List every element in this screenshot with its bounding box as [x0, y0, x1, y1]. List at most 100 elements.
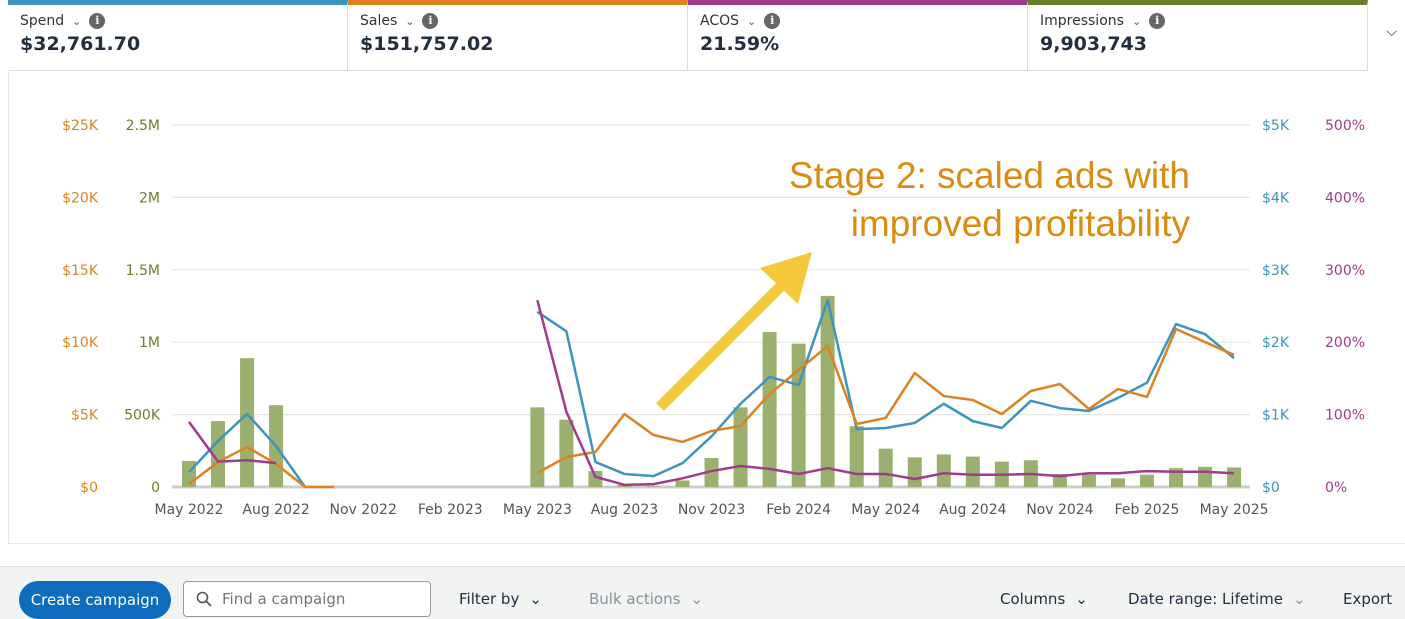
impressions-bar: [559, 419, 574, 487]
spend-line: [188, 298, 1235, 488]
info-icon[interactable]: i: [1149, 13, 1166, 29]
x-axis-tick: May 2023: [503, 502, 572, 518]
bulk-actions-dropdown[interactable]: Bulk actions ⌄: [589, 590, 703, 608]
x-axis-tick: Nov 2022: [329, 502, 396, 518]
x-axis-tick: Aug 2023: [591, 502, 658, 518]
metric-card-impressions[interactable]: Impressions ⌄ i 9,903,743: [1028, 0, 1368, 70]
chart-area: [8, 70, 1405, 544]
filter-by-label: Filter by: [459, 590, 520, 608]
annotation-arrow-head: [760, 252, 812, 304]
metric-cards: Spend ⌄ i $32,761.70 Sales ⌄ i $151,757.02 A…: [8, 0, 1368, 71]
impressions-axis-tick: 1.5M: [126, 263, 160, 279]
search-icon: [196, 591, 212, 607]
acos-axis-tick: 100%: [1325, 408, 1365, 424]
sales-axis-tick: $25K: [62, 118, 99, 134]
impressions-axis-tick: 2M: [139, 190, 160, 206]
sales-axis-tick: $5K: [71, 408, 99, 424]
annotation-line-2: improved profitability: [851, 203, 1191, 244]
search-input[interactable]: [220, 589, 424, 609]
impressions-bar: [878, 448, 893, 487]
x-axis-tick: Nov 2024: [1026, 502, 1093, 518]
acos-axis-tick: 300%: [1325, 263, 1365, 279]
metric-value: $32,761.70: [20, 33, 141, 55]
info-icon[interactable]: i: [422, 13, 439, 29]
spend-axis-tick: $4K: [1262, 190, 1290, 206]
x-axis-tick: Feb 2023: [418, 502, 483, 518]
impressions-bar: [1110, 478, 1125, 487]
metric-card-spend[interactable]: Spend ⌄ i $32,761.70: [8, 0, 348, 70]
impressions-bar: [791, 343, 806, 487]
impressions-bar: [240, 358, 255, 487]
chevron-down-icon: ⌄: [1075, 590, 1088, 608]
columns-dropdown[interactable]: Columns ⌄: [1000, 590, 1088, 608]
sales-line: [188, 327, 1235, 489]
annotation-arrow-shaft: [656, 278, 789, 411]
create-campaign-button[interactable]: Create campaign: [19, 581, 171, 619]
impressions-bar: [675, 480, 690, 487]
performance-chart: $0 0 $0 0% $5K 500K $1K 100% $10K 1M $2K 200% $15K 1.…: [62, 118, 1365, 518]
impressions-bar: [820, 295, 835, 487]
filter-by-dropdown[interactable]: Filter by ⌄: [459, 590, 542, 608]
chevron-down-icon: ⌄: [529, 590, 542, 608]
info-icon[interactable]: i: [764, 13, 781, 29]
sales-axis-tick: $15K: [62, 263, 99, 279]
acos-axis-tick: 200%: [1325, 335, 1365, 351]
date-range-label: Date range: Lifetime: [1128, 590, 1283, 608]
impressions-bar: [907, 457, 922, 487]
metric-value: $151,757.02: [360, 33, 494, 55]
metric-value: 9,903,743: [1040, 33, 1147, 55]
impressions-bar: [762, 332, 777, 487]
export-button[interactable]: Export: [1343, 590, 1392, 608]
x-axis-tick: Feb 2025: [1115, 502, 1180, 518]
impressions-bar: [704, 458, 719, 487]
impressions-bar: [936, 454, 951, 487]
metric-card-acos[interactable]: ACOS ⌄ i 21.59%: [688, 0, 1028, 70]
impressions-bar: [1198, 466, 1213, 487]
spend-axis-tick: $5K: [1262, 118, 1290, 134]
x-axis-tick: May 2025: [1200, 502, 1269, 518]
x-axis-tick: Aug 2024: [939, 502, 1007, 518]
sales-axis-tick: $0: [80, 480, 98, 496]
impressions-axis-tick: 0: [151, 480, 160, 496]
metric-label: ACOS: [700, 13, 740, 29]
impressions-axis-tick: 2.5M: [126, 118, 160, 134]
sales-axis-tick: $10K: [62, 335, 99, 351]
chevron-down-icon[interactable]: ⌄: [1131, 14, 1142, 28]
acos-axis-tick: 400%: [1325, 190, 1365, 206]
impressions-bar: [1227, 467, 1242, 487]
x-axis-tick: Feb 2024: [766, 502, 831, 518]
impressions-axis-tick: 1M: [139, 335, 160, 351]
x-axis-tick: Aug 2022: [242, 502, 309, 518]
metric-label: Impressions: [1040, 13, 1124, 29]
chevron-down-icon: ⌄: [1292, 590, 1306, 608]
sales-axis-tick: $20K: [62, 190, 99, 206]
x-axis-tick: May 2024: [851, 502, 920, 518]
impressions-bar: [1052, 473, 1067, 487]
chevron-down-icon[interactable]: ⌄: [72, 14, 82, 28]
info-icon[interactable]: i: [89, 13, 106, 29]
x-axis-tick: Nov 2023: [678, 502, 745, 518]
export-label: Export: [1343, 590, 1393, 608]
campaign-search[interactable]: [183, 581, 431, 617]
metric-value: 21.59%: [700, 33, 780, 55]
acos-line: [187, 299, 1235, 487]
date-range-dropdown[interactable]: Date range: Lifetime ⌄: [1128, 590, 1306, 608]
spend-axis-tick: $1K: [1262, 408, 1290, 424]
impressions-bar: [588, 471, 603, 487]
expand-metrics-chevron-icon[interactable]: ⌵: [1386, 24, 1397, 40]
metric-card-sales[interactable]: Sales ⌄ i $151,757.02: [348, 0, 688, 70]
campaign-toolbar: Create campaign Filter by ⌄ Bulk actions ⌄…: [0, 566, 1405, 619]
metric-label: Spend: [20, 13, 65, 29]
impressions-axis-tick: 500K: [124, 408, 161, 424]
chevron-down-icon[interactable]: ⌄: [405, 14, 415, 28]
chevron-down-icon[interactable]: ⌄: [747, 14, 757, 28]
bulk-actions-label: Bulk actions: [589, 590, 681, 608]
metric-label: Sales: [360, 13, 398, 29]
impressions-bar: [1081, 474, 1096, 487]
chevron-down-icon: ⌄: [690, 590, 703, 608]
annotation-line-1: Stage 2: scaled ads with: [789, 155, 1190, 196]
impressions-bar: [530, 407, 545, 487]
impressions-bar: [646, 486, 661, 487]
impressions-bar: [965, 456, 980, 487]
columns-label: Columns: [1000, 590, 1066, 608]
